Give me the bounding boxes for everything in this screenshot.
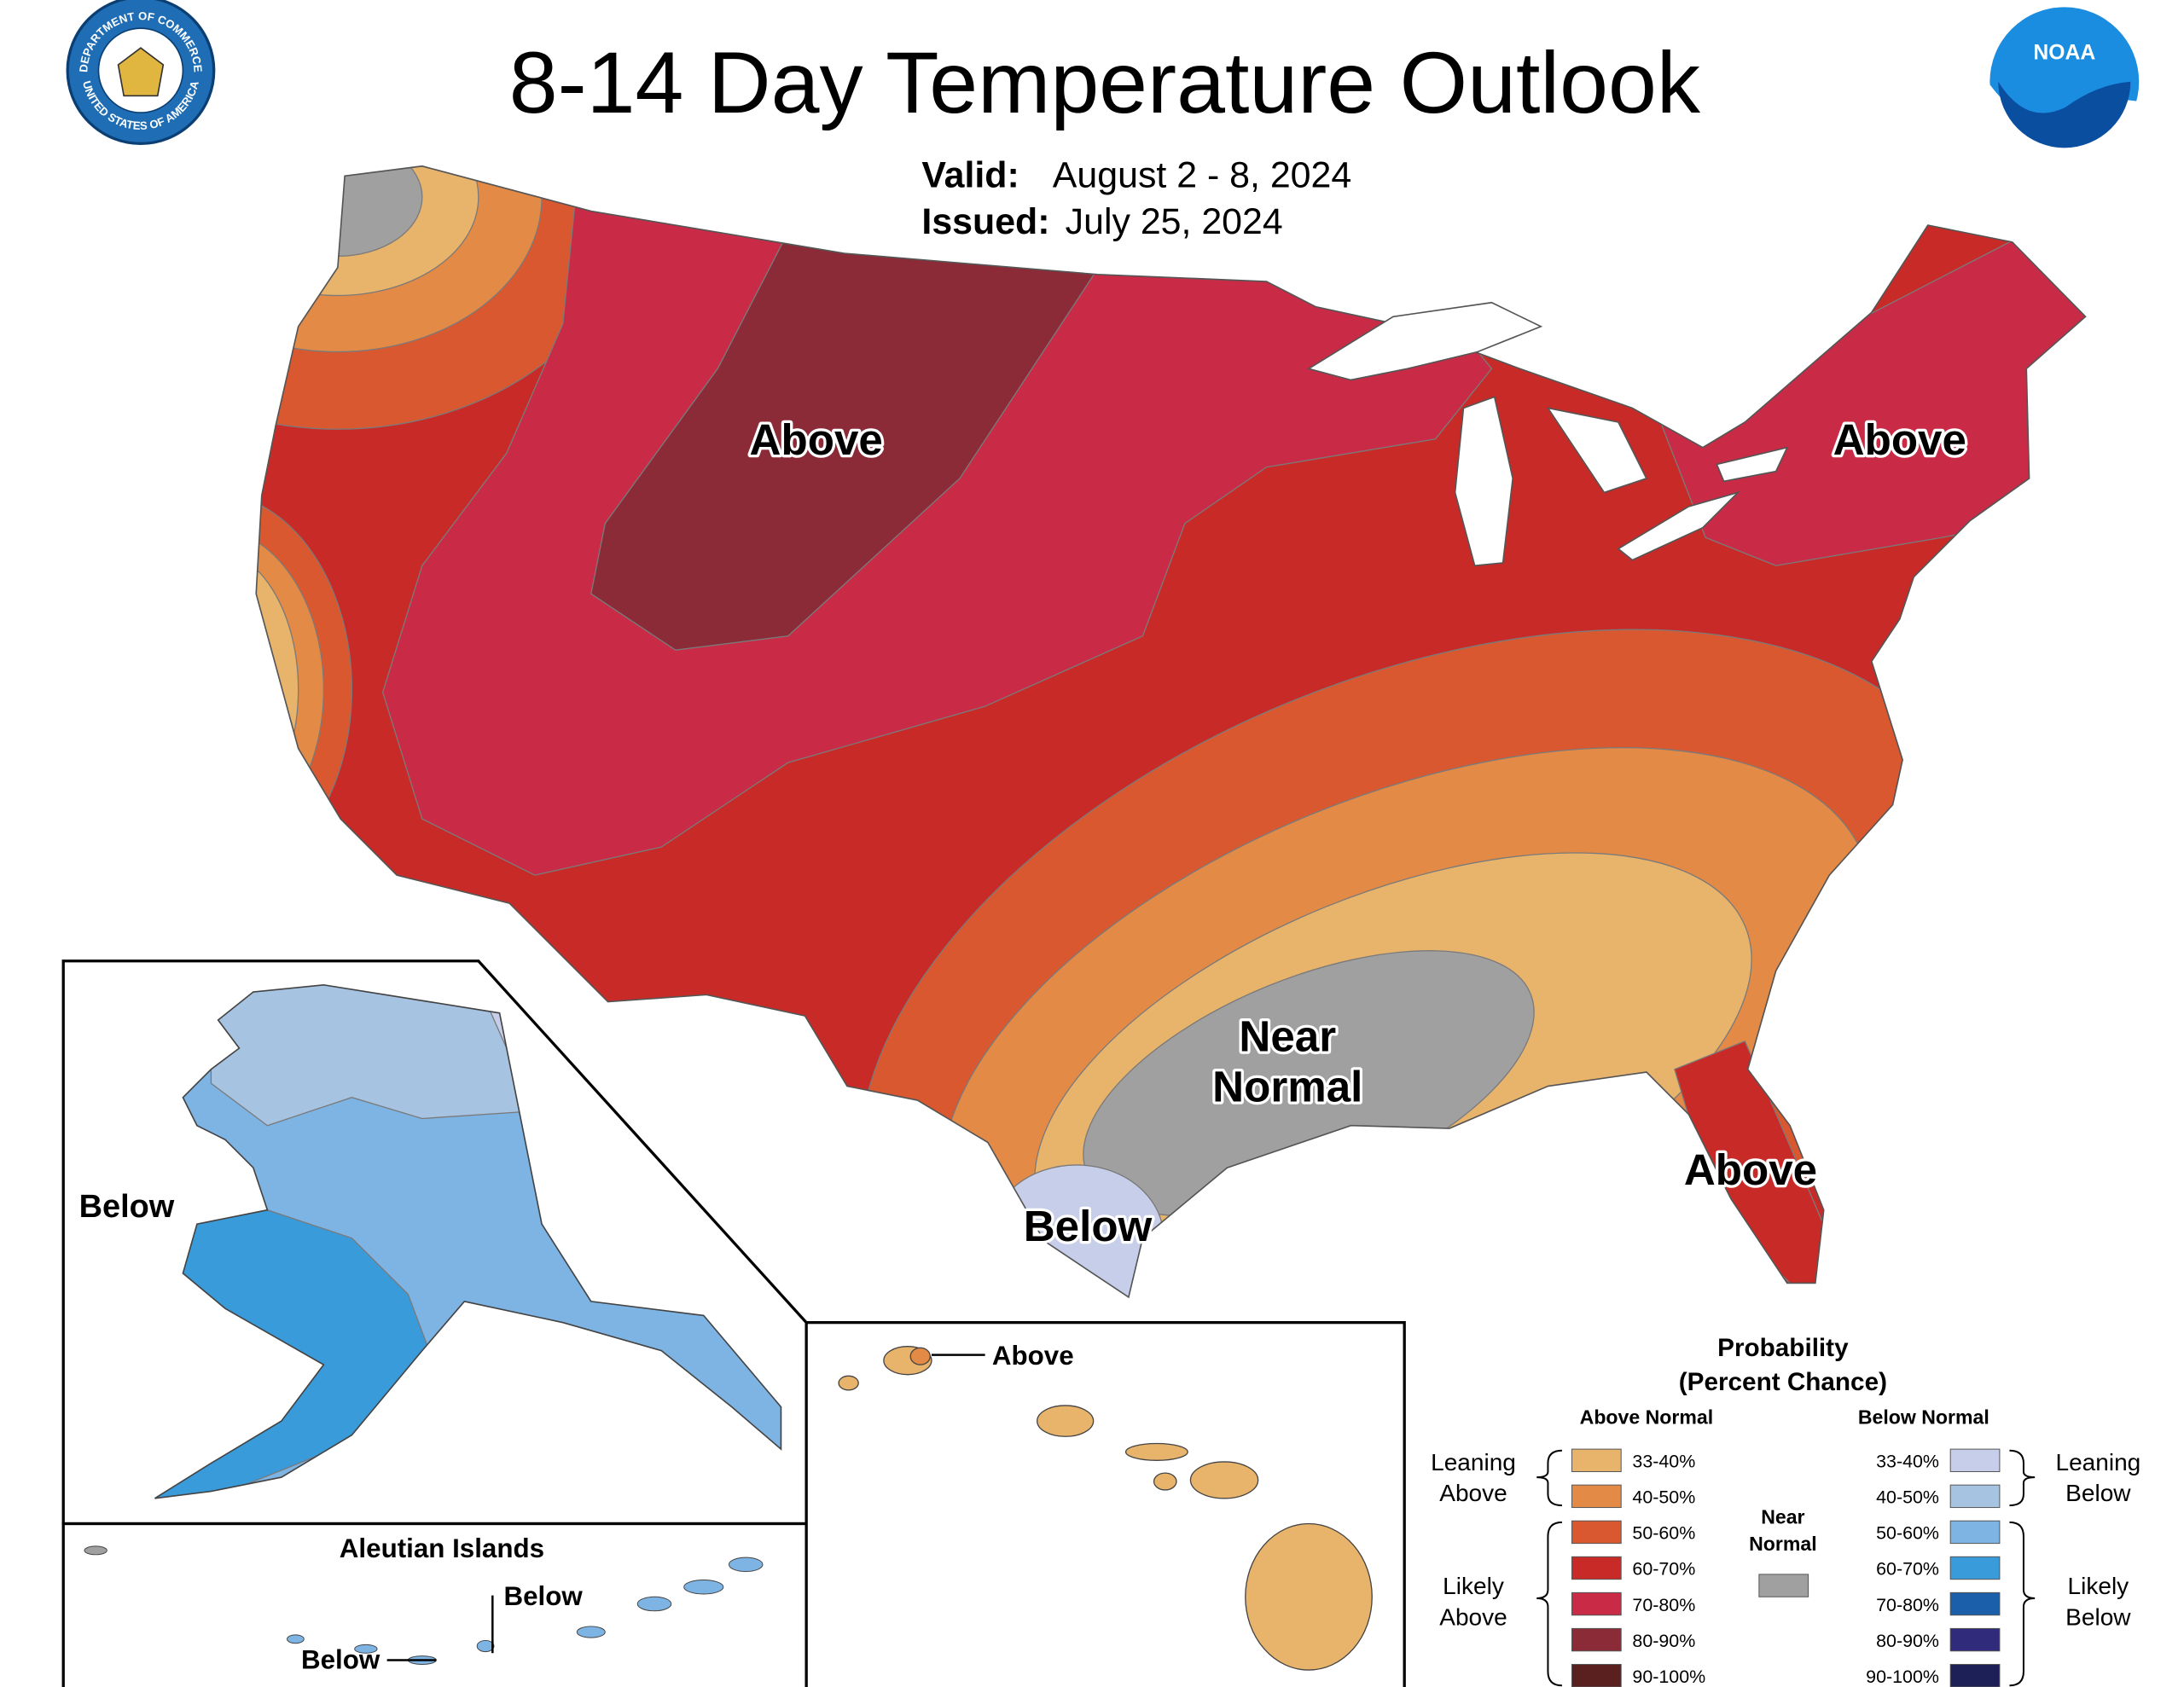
commerce-seal: DEPARTMENT OF COMMERCE UNITED STATES OF … [66, 0, 216, 146]
legend-swatch [1571, 1627, 1622, 1652]
legend-range: 50-60% [1632, 1523, 1695, 1544]
legend-swatch [1758, 1574, 1809, 1597]
legend-range: 60-70% [1632, 1559, 1695, 1580]
region-label: Above [750, 415, 883, 464]
legend-group-label: Below [2065, 1603, 2131, 1630]
legend-heading: Normal [1749, 1533, 1817, 1555]
issued-label: Issued: [921, 201, 1049, 242]
great-lakes [1306, 301, 1789, 567]
noaa-text: NOAA [2033, 41, 2095, 64]
legend-swatch [1571, 1448, 1622, 1472]
legend-swatch [1949, 1627, 2001, 1652]
legend-range: 33-40% [1632, 1452, 1695, 1472]
legend-range: 40-50% [1632, 1487, 1695, 1508]
legend-group-label: Leaning [2055, 1449, 2140, 1475]
region-label: Above [992, 1341, 1074, 1371]
legend-range: 60-70% [1876, 1559, 1939, 1580]
legend-group-label: Below [2065, 1480, 2131, 1506]
legend-range: 70-80% [1632, 1595, 1695, 1615]
legend-heading: Near [1761, 1506, 1804, 1528]
region-label: Near [1239, 1012, 1336, 1060]
region-label: Normal [1212, 1063, 1362, 1111]
legend-group-label: Likely [1443, 1573, 1504, 1599]
legend-range: 80-90% [1876, 1631, 1939, 1651]
legend-group-label: Above [1439, 1480, 1507, 1506]
legend-swatch [1571, 1484, 1622, 1509]
noaa-logo: NOAA [1989, 7, 2140, 168]
alaska-outline [154, 983, 782, 1499]
inset-title: Aleutian Islands [340, 1533, 544, 1563]
legend-swatch [1949, 1520, 2001, 1545]
legend-swatch [1949, 1484, 2001, 1509]
issued-date: July 25, 2024 [1066, 201, 1283, 242]
legend-braces [1536, 1449, 2036, 1687]
region-label: Below [79, 1189, 175, 1225]
aleutian-islands [84, 1545, 764, 1665]
legend: Probability (Percent Chance) Above Normal B… [1431, 1334, 2140, 1687]
legend-swatch [1571, 1663, 1622, 1687]
legend-group-label: Above [1439, 1603, 1507, 1630]
legend-swatch [1571, 1520, 1622, 1545]
legend-title: (Percent Chance) [1679, 1368, 1887, 1396]
title: 8-14 Day Temperature Outlook [509, 33, 1701, 131]
legend-range: 40-50% [1876, 1487, 1939, 1508]
legend-range: 70-80% [1876, 1595, 1939, 1615]
region-label: Below [301, 1644, 380, 1674]
region-label: Below [1024, 1202, 1153, 1250]
legend-swatch [1571, 1556, 1622, 1580]
region-label: Below [504, 1581, 584, 1611]
legend-group-label: Leaning [1431, 1449, 1516, 1475]
valid-label: Valid: [921, 155, 1019, 196]
legend-swatch [1949, 1663, 2001, 1687]
legend-range: 80-90% [1632, 1631, 1695, 1651]
legend-range: 90-100% [1866, 1667, 1939, 1687]
legend-swatch [1949, 1448, 2001, 1472]
legend-group-label: Likely [2068, 1573, 2129, 1599]
legend-range: 90-100% [1632, 1667, 1705, 1687]
legend-title: Probability [1717, 1334, 1849, 1362]
hawaii-islands [838, 1346, 1373, 1671]
legend-swatch [1949, 1591, 2001, 1616]
legend-range: 50-60% [1876, 1523, 1939, 1544]
valid-date: August 2 - 8, 2024 [1053, 155, 1351, 196]
conus-outline [255, 165, 2087, 1299]
legend-swatch [1571, 1591, 1622, 1616]
region-label: Above [1833, 415, 1966, 464]
legend-heading: Below Normal [1858, 1406, 1989, 1428]
legend-swatch [1949, 1556, 2001, 1580]
region-label: Above [1684, 1145, 1817, 1194]
legend-range: 33-40% [1876, 1452, 1939, 1472]
legend-heading: Above Normal [1580, 1406, 1713, 1428]
